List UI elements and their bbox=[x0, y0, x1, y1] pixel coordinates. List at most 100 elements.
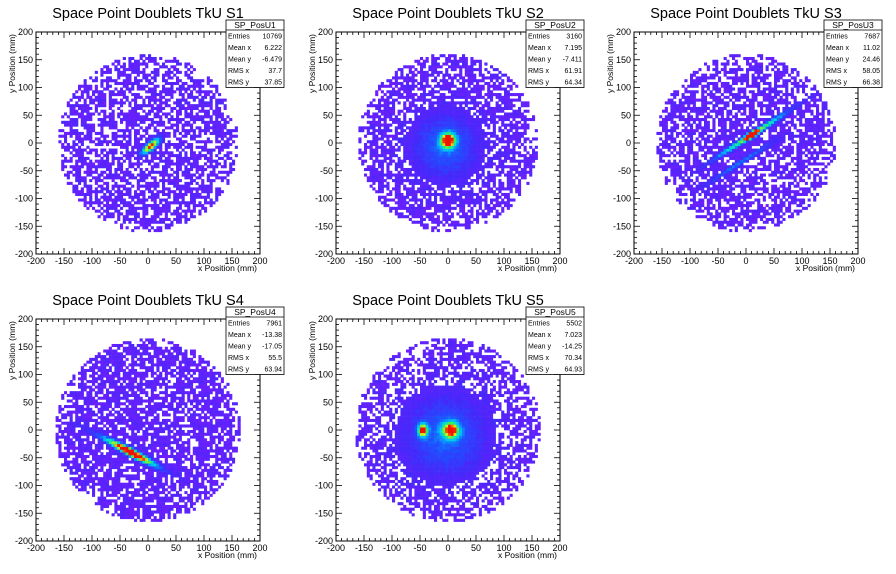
heatmap-cell bbox=[436, 187, 440, 191]
heatmap-cell bbox=[375, 112, 379, 116]
heatmap-cell bbox=[170, 154, 174, 158]
heatmap-cell bbox=[453, 226, 457, 230]
heatmap-cell bbox=[75, 101, 79, 105]
heatmap-cell bbox=[462, 126, 466, 130]
heatmap-cell bbox=[532, 148, 536, 152]
heatmap-cell bbox=[195, 176, 199, 180]
heatmap-cell bbox=[178, 118, 182, 122]
heatmap-cell bbox=[145, 137, 149, 141]
heatmap-cell bbox=[417, 212, 421, 216]
heatmap-cell bbox=[103, 165, 107, 169]
heatmap-cell bbox=[431, 179, 435, 183]
heatmap-cell bbox=[523, 167, 527, 172]
heatmap-cell bbox=[190, 162, 194, 166]
heatmap-cell bbox=[406, 95, 410, 99]
heatmap-cell bbox=[156, 62, 160, 66]
heatmap-cell bbox=[386, 165, 390, 169]
heatmap-cell bbox=[678, 112, 682, 116]
heatmap-cell bbox=[176, 184, 180, 188]
heatmap-cell bbox=[506, 79, 510, 83]
heatmap-cell bbox=[684, 173, 688, 177]
heatmap-cell bbox=[389, 176, 393, 180]
heatmap-cell bbox=[436, 181, 440, 185]
heatmap-cell bbox=[509, 84, 513, 88]
heatmap-cell bbox=[162, 62, 166, 66]
heatmap-cell bbox=[72, 120, 76, 124]
heatmap-cell bbox=[431, 145, 435, 149]
heatmap-cell bbox=[220, 156, 224, 160]
heatmap-cell bbox=[464, 79, 468, 83]
heatmap-cell bbox=[518, 93, 522, 97]
heatmap-cell bbox=[487, 101, 491, 105]
heatmap-cell bbox=[397, 184, 401, 188]
heatmap-cell bbox=[478, 87, 482, 91]
heatmap-cell bbox=[358, 156, 362, 160]
heatmap-cell bbox=[520, 123, 524, 127]
heatmap-cell bbox=[434, 140, 438, 144]
heatmap-cell bbox=[86, 173, 90, 177]
heatmap-cell bbox=[103, 209, 107, 213]
heatmap-cell bbox=[498, 70, 502, 74]
heatmap-cell bbox=[72, 123, 76, 127]
heatmap-cell bbox=[190, 173, 194, 177]
heatmap-cell bbox=[89, 87, 93, 91]
heatmap-cell bbox=[473, 120, 477, 124]
heatmap-cell bbox=[462, 140, 466, 144]
heatmap-cell bbox=[184, 65, 188, 69]
heatmap-cell bbox=[676, 151, 680, 155]
heatmap-cell bbox=[195, 81, 199, 86]
heatmap-cell bbox=[473, 162, 477, 166]
heatmap-cell bbox=[156, 123, 160, 127]
heatmap-cell bbox=[425, 140, 429, 144]
heatmap-cell bbox=[86, 167, 90, 172]
heatmap-cell bbox=[131, 145, 135, 149]
heatmap-cell bbox=[459, 123, 463, 127]
heatmap-cell bbox=[220, 115, 224, 119]
heatmap-cell bbox=[142, 176, 146, 180]
heatmap-cell bbox=[215, 123, 219, 127]
heatmap-cell bbox=[372, 123, 376, 127]
heatmap-cell bbox=[445, 220, 449, 224]
heatmap-cell bbox=[442, 184, 446, 188]
heatmap-cell bbox=[478, 151, 482, 155]
heatmap-cell bbox=[78, 181, 82, 185]
heatmap-cell bbox=[670, 104, 674, 108]
heatmap-cell bbox=[520, 112, 524, 116]
heatmap-cell bbox=[386, 140, 390, 144]
heatmap-cell bbox=[456, 167, 460, 172]
heatmap-cell bbox=[134, 156, 138, 160]
heatmap-cell bbox=[195, 115, 199, 119]
heatmap-cell bbox=[456, 184, 460, 188]
heatmap-cell bbox=[448, 156, 452, 160]
heatmap-cell bbox=[425, 143, 429, 147]
heatmap-cell bbox=[150, 215, 154, 219]
heatmap-cell bbox=[167, 126, 171, 130]
heatmap-cell bbox=[467, 73, 471, 77]
heatmap-cell bbox=[184, 181, 188, 185]
heatmap-cell bbox=[420, 190, 424, 194]
heatmap-cell bbox=[467, 217, 471, 221]
heatmap-cell bbox=[476, 134, 480, 138]
heatmap-cell bbox=[128, 129, 132, 133]
heatmap-cell bbox=[684, 156, 688, 160]
heatmap-cell bbox=[383, 101, 387, 105]
heatmap-cell bbox=[428, 212, 432, 216]
heatmap-cell bbox=[156, 143, 160, 147]
heatmap-cell bbox=[534, 154, 538, 158]
heatmap-cell bbox=[89, 184, 93, 188]
heatmap-cell bbox=[476, 68, 480, 72]
heatmap-cell bbox=[86, 115, 90, 119]
heatmap-cell bbox=[215, 126, 219, 130]
heatmap-cell bbox=[131, 109, 135, 113]
heatmap-cell bbox=[106, 68, 110, 72]
heatmap-cell bbox=[394, 192, 398, 197]
heatmap-cell bbox=[86, 129, 90, 133]
heatmap-cell bbox=[218, 112, 222, 116]
heatmap-cell bbox=[673, 140, 677, 144]
stats-key: RMS y bbox=[528, 80, 550, 87]
heatmap-cell bbox=[462, 162, 466, 166]
heatmap-cell bbox=[422, 206, 426, 210]
heatmap-cell bbox=[501, 101, 505, 105]
heatmap-cell bbox=[422, 140, 426, 144]
heatmap-cell bbox=[72, 143, 76, 147]
